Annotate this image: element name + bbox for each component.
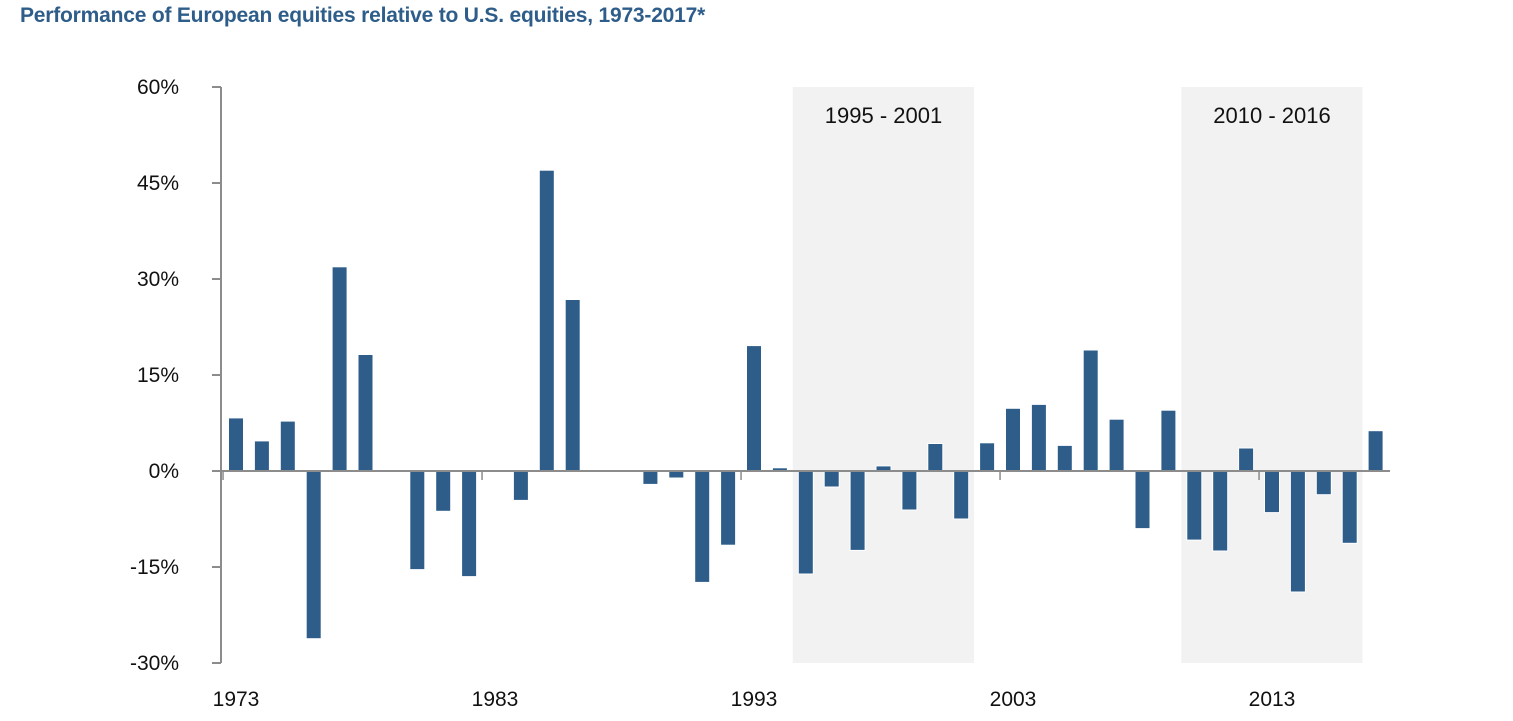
shaded-period-2 — [1181, 87, 1363, 663]
y-tick-label: 0% — [149, 460, 179, 483]
bar-1977 — [331, 266, 348, 472]
bar-1996 — [823, 470, 840, 488]
bar-1982 — [461, 470, 478, 578]
bar-1997 — [849, 470, 866, 551]
bar-2015 — [1315, 470, 1332, 496]
chart-title: Performance of European equities relativ… — [20, 4, 706, 27]
x-tick-label: 2013 — [1249, 688, 1296, 711]
bar-2010 — [1186, 470, 1203, 541]
shaded-period-label-2: 2010 - 2016 — [1213, 103, 1330, 128]
x-tick-label: 1983 — [472, 688, 519, 711]
y-tick-label: 15% — [137, 364, 179, 387]
y-tick-label: 30% — [137, 268, 179, 291]
bar-2006 — [1082, 349, 1099, 472]
shaded-period-label-1: 1995 - 2001 — [825, 103, 942, 128]
bar-1986 — [564, 299, 581, 472]
bar-2001 — [953, 470, 970, 520]
bar-2002 — [979, 442, 996, 472]
bar-2007 — [1108, 418, 1125, 472]
bar-1991 — [694, 470, 711, 583]
bar-1981 — [435, 470, 452, 512]
bar-2005 — [1056, 444, 1073, 472]
shade-labels: 1995 - 2001 2010 - 2016 — [825, 103, 1331, 128]
bar-1985 — [538, 169, 555, 472]
bar-2011 — [1212, 470, 1229, 552]
bar-2013 — [1264, 470, 1280, 514]
y-tick-label: 45% — [137, 172, 179, 195]
bar-2008 — [1134, 470, 1151, 530]
bar-1999 — [901, 470, 918, 511]
shaded-period-1 — [792, 87, 975, 663]
bar-1990 — [668, 470, 685, 479]
bar-1974 — [253, 440, 270, 472]
bar-1989 — [642, 470, 659, 485]
bar-1978 — [357, 354, 374, 472]
bar-2017 — [1367, 430, 1384, 472]
y-tick-label: -30% — [130, 652, 179, 675]
bar-2009 — [1160, 409, 1177, 472]
bar-2014 — [1289, 470, 1306, 593]
bar-1973 — [228, 417, 244, 472]
x-tick-label: 2003 — [990, 688, 1037, 711]
bar-2012 — [1238, 447, 1255, 472]
x-tick-label: 1993 — [731, 688, 778, 711]
bar-1975 — [279, 420, 296, 472]
bar-1995 — [797, 470, 814, 575]
shaded-periods — [792, 87, 1363, 663]
x-axis-labels: 1973 1983 1993 2003 2013 — [213, 688, 1296, 711]
bar-1984 — [512, 470, 529, 501]
bar-1980 — [409, 470, 426, 571]
bar-series — [228, 169, 1384, 640]
bar-2003 — [1005, 407, 1021, 472]
bar-2016 — [1341, 470, 1358, 544]
bar-1993 — [746, 345, 762, 472]
bar-1976 — [305, 470, 322, 640]
x-tick-label: 1973 — [213, 688, 260, 711]
y-tick-label: -15% — [130, 556, 179, 579]
y-axis-labels: 60% 45% 30% 15% 0% -15% -30% — [130, 76, 179, 675]
bar-2000 — [927, 443, 944, 472]
bar-2004 — [1030, 403, 1047, 472]
y-tick-label: 60% — [137, 76, 179, 99]
bar-1992 — [720, 470, 737, 546]
axes — [212, 86, 1390, 664]
